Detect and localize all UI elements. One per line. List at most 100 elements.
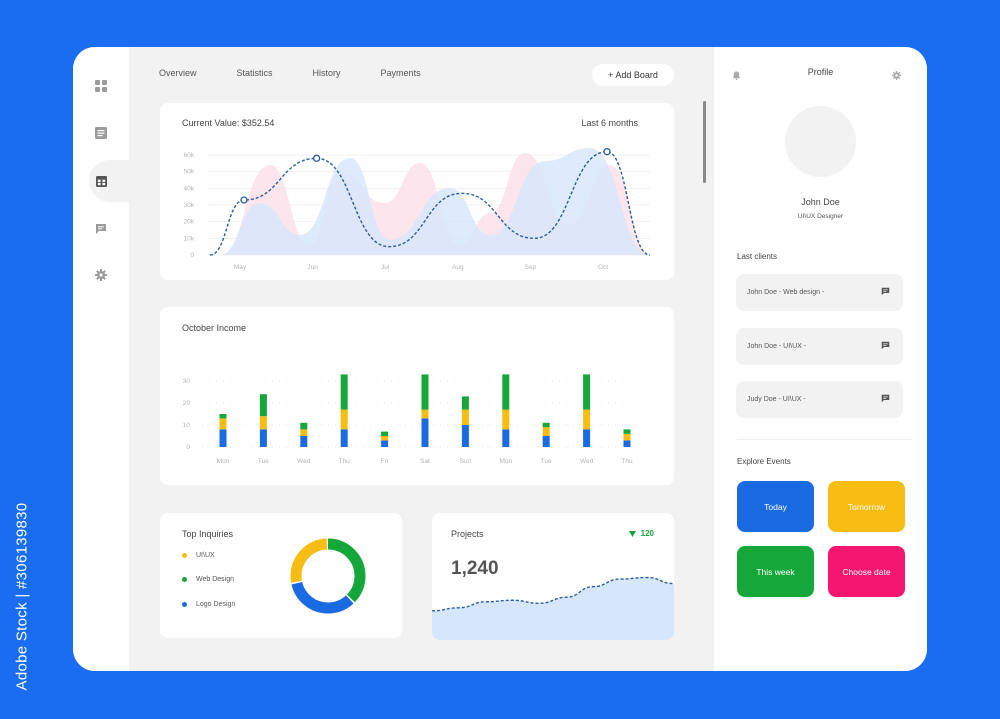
- bar-segment: [623, 440, 631, 447]
- projects-change-value: 120: [640, 529, 654, 538]
- legend-item-uiux: UI\UX: [182, 552, 215, 559]
- bar-segment: [502, 374, 510, 410]
- current-value-title: Current Value: $352.54: [182, 118, 275, 128]
- y-tick-label: 10k: [184, 235, 195, 242]
- bar-segment: [461, 409, 469, 425]
- x-tick-label: May: [234, 264, 247, 271]
- y-tick-label: 20k: [184, 219, 195, 226]
- tab-payments[interactable]: Payments: [380, 68, 421, 78]
- message-icon[interactable]: [881, 287, 890, 296]
- current-value-card: Current Value: $352.54 Last 6 months 0 10…: [160, 103, 674, 280]
- tomorrow-button[interactable]: Tomorrow: [828, 481, 905, 532]
- today-button[interactable]: Today: [737, 481, 814, 532]
- profile-role: UI\UX Designer: [797, 213, 844, 220]
- bar-segment: [259, 429, 267, 447]
- bar-segment: [583, 409, 591, 430]
- donut-slice: [290, 538, 366, 614]
- bar-segment: [340, 374, 348, 410]
- bar-segment: [502, 429, 510, 447]
- bar-segment: [300, 429, 308, 436]
- bell-icon[interactable]: [732, 67, 741, 85]
- projects-card: Projects 120 1,240: [432, 513, 674, 640]
- x-tick-label: Sep: [525, 264, 537, 271]
- bar-chart: 0 10 20 30 Mon Tue Wed Thu Fri Sat Sun Mon Tue Wed Thu: [183, 374, 640, 465]
- bar-segment: [542, 422, 550, 428]
- y-tick-label: 0: [186, 444, 190, 451]
- bar-segment: [381, 431, 389, 436]
- top-inquiries-card: Top Inquiries UI\UX Web Design Logo Desi…: [160, 513, 402, 638]
- message-icon[interactable]: [881, 394, 890, 403]
- bar-segment: [381, 436, 389, 441]
- projects-change: 120: [628, 529, 654, 538]
- x-tick-label: Sat: [420, 458, 430, 465]
- document-list-icon[interactable]: [91, 123, 111, 143]
- chat-icon[interactable]: [91, 219, 111, 239]
- top-inquiries-title: Top Inquiries: [182, 529, 234, 539]
- bar-segment: [583, 429, 591, 447]
- x-tick-label: Wed: [580, 458, 594, 465]
- donut-slices: [290, 538, 366, 614]
- tab-history[interactable]: History: [312, 68, 341, 78]
- triangle-down-icon: [628, 530, 636, 537]
- y-tick-label: 30k: [184, 202, 195, 209]
- bar-segment: [381, 440, 389, 447]
- legend-label: Web Design: [196, 576, 235, 583]
- projects-title: Projects: [451, 529, 484, 539]
- line-chart: 0 10k 20k 30k 40k 50k 60k May Jun Jul Aug Sep Oct: [184, 148, 651, 271]
- choose-date-button[interactable]: Choose date: [828, 546, 905, 597]
- bar-segment: [542, 436, 550, 447]
- bar-segment: [219, 418, 227, 430]
- scrollbar[interactable]: [703, 101, 706, 183]
- y-tick-label: 30: [183, 378, 191, 385]
- sparkline-area: [432, 577, 674, 640]
- bar-segment: [300, 436, 308, 447]
- calendar-icon[interactable]: [91, 171, 111, 191]
- legend-item-logo-design: Logo Design: [182, 601, 235, 608]
- legend-dot: [182, 577, 187, 582]
- tab-overview[interactable]: Overview: [159, 68, 197, 78]
- bar-segment: [421, 418, 429, 447]
- data-point-marker: [603, 148, 611, 156]
- donut-chart: [290, 538, 366, 614]
- bar-segment: [421, 374, 429, 410]
- app-window: Overview Statistics History Payments + A…: [73, 47, 927, 671]
- bar-segment: [502, 409, 510, 430]
- x-tick-label: Thu: [339, 458, 351, 465]
- period-label[interactable]: Last 6 months: [581, 118, 638, 128]
- watermark-text: Adobe Stock | #306139830: [13, 502, 31, 690]
- dashboard-grid-icon[interactable]: [91, 76, 111, 96]
- y-tick-label: 50k: [184, 169, 195, 176]
- sidebar: [73, 47, 129, 671]
- y-tick-label: 0: [190, 252, 194, 259]
- bar-segment: [340, 429, 348, 447]
- y-tick-label: 40k: [184, 185, 195, 192]
- bar-segment: [542, 427, 550, 436]
- settings-gear-icon[interactable]: [892, 67, 901, 85]
- avatar[interactable]: [785, 106, 856, 177]
- this-week-button[interactable]: This week: [737, 546, 814, 597]
- data-point-marker: [240, 196, 248, 204]
- legend-label: Logo Design: [196, 601, 236, 608]
- stock-watermark: Adobe Stock | #306139830: [10, 485, 34, 707]
- area-series-blue: [220, 148, 650, 255]
- message-icon[interactable]: [881, 341, 890, 350]
- data-point-marker: [312, 154, 321, 162]
- client-item[interactable]: Judy Doe - UI\UX -: [736, 381, 903, 418]
- main-content: Overview Statistics History Payments + A…: [129, 47, 714, 671]
- bar-segment: [461, 425, 469, 447]
- settings-gear-icon[interactable]: [91, 265, 111, 285]
- client-label: John Doe - Web design -: [747, 289, 825, 296]
- bar-segment: [300, 422, 308, 430]
- client-label: Judy Doe - UI\UX -: [747, 396, 806, 403]
- y-tick-label: 10: [183, 422, 191, 429]
- client-item[interactable]: John Doe - Web design -: [736, 274, 903, 311]
- top-nav: Overview Statistics History Payments: [159, 68, 461, 78]
- profile-name: John Doe: [801, 197, 840, 207]
- tab-statistics[interactable]: Statistics: [236, 68, 273, 78]
- october-income-card: October Income 0 10 20 30 Mon Tue Wed Thu Fri Sat…: [160, 307, 674, 485]
- x-tick-label: Tue: [541, 458, 552, 465]
- projects-sparkline: [432, 576, 674, 640]
- bar-segment: [340, 409, 348, 430]
- client-item[interactable]: John Doe - UI\UX -: [736, 328, 903, 365]
- add-board-button[interactable]: + Add Board: [592, 64, 674, 86]
